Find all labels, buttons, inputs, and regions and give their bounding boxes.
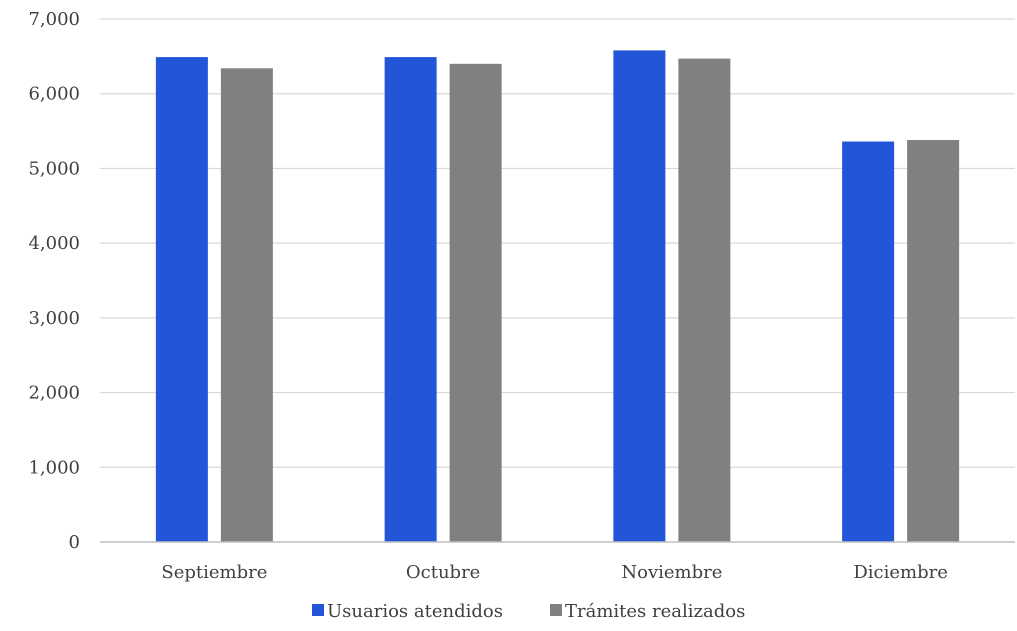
y-tick-label: 2,000 [28, 383, 80, 404]
legend-swatch [550, 604, 562, 616]
bar-noviembre-series-2 [678, 58, 731, 542]
legend-label: Usuarios atendidos [327, 601, 503, 622]
x-category-label: Noviembre [621, 562, 722, 583]
bar-diciembre-series-1 [842, 141, 895, 542]
bars [155, 50, 960, 543]
x-category-label: Septiembre [161, 562, 267, 583]
y-tick-label: 0 [69, 532, 80, 553]
bar-noviembre-series-1 [613, 50, 666, 542]
legend: Usuarios atendidos Trámites realizados [312, 601, 745, 622]
y-tick-label: 4,000 [28, 233, 80, 254]
y-tick-label: 7,000 [28, 9, 80, 30]
y-tick-label: 3,000 [28, 308, 80, 329]
bar-octubre-series-1 [384, 57, 437, 543]
x-axis-categories: Septiembre Octubre Noviembre Diciembre [161, 562, 948, 583]
y-tick-label: 6,000 [28, 84, 80, 105]
legend-swatch [312, 604, 324, 616]
bar-septiembre-series-2 [220, 68, 273, 542]
y-tick-label: 1,000 [28, 457, 80, 478]
x-category-label: Octubre [406, 562, 480, 583]
bar-diciembre-series-2 [907, 140, 960, 542]
legend-label: Trámites realizados [565, 601, 745, 622]
x-category-label: Diciembre [853, 562, 948, 583]
y-axis-ticks: 0 1,000 2,000 3,000 4,000 5,000 6,000 7,000 [28, 9, 80, 553]
bar-septiembre-series-1 [155, 57, 208, 543]
y-tick-label: 5,000 [28, 158, 80, 179]
bar-octubre-series-2 [449, 63, 502, 542]
